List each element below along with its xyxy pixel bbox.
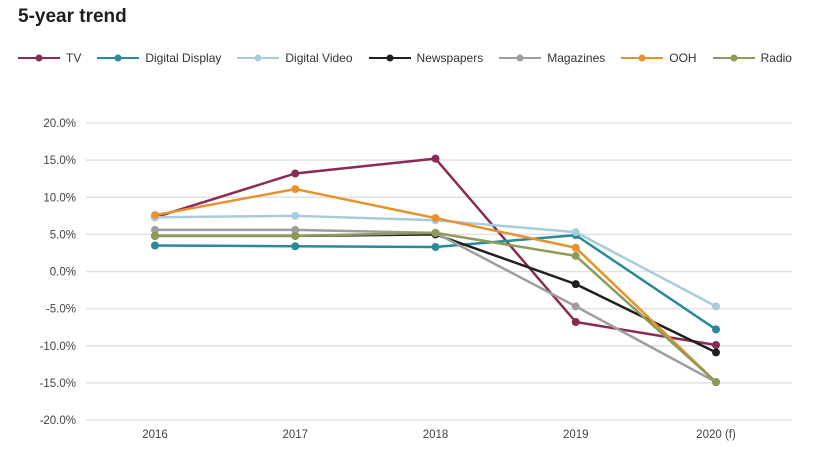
data-point-magazines: [291, 225, 300, 234]
y-tick-label: 5.0%: [50, 229, 76, 241]
legend-label: Digital Video: [285, 51, 353, 65]
data-point-tv: [431, 154, 440, 163]
data-point-tv: [571, 317, 580, 326]
data-point-magazines: [571, 302, 580, 311]
data-point-ooh: [291, 185, 300, 194]
data-point-newspapers: [571, 280, 580, 289]
legend: TV Digital Display Digital Video Newspapers…: [18, 51, 792, 65]
data-point-tv: [712, 341, 720, 350]
legend-swatch: [499, 57, 542, 59]
legend-swatch: [712, 57, 755, 59]
series-line-newspapers: [155, 233, 717, 354]
data-point-radio: [571, 251, 580, 260]
data-point-radio: [431, 228, 440, 237]
legend-item-digital-display: Digital Display: [97, 51, 221, 65]
legend-label: TV: [66, 51, 82, 65]
data-point-magazines: [151, 225, 159, 234]
data-point-radio: [151, 231, 159, 240]
y-tick-label: 15.0%: [43, 155, 76, 167]
legend-label: Magazines: [547, 51, 606, 65]
legend-label: Radio: [760, 51, 792, 65]
legend-swatch: [237, 57, 280, 59]
data-point-digital-display: [431, 242, 440, 251]
y-tick-label: -5.0%: [46, 304, 76, 316]
legend-item-digital-video: Digital Video: [237, 51, 353, 65]
x-tick-label: 2017: [282, 429, 308, 441]
y-tick-label: -15.0%: [40, 378, 76, 390]
data-point-ooh: [431, 214, 440, 223]
legend-item-newspapers: Newspapers: [368, 51, 484, 65]
data-point-digital-display: [712, 325, 720, 334]
y-tick-label: -10.0%: [40, 341, 76, 353]
chart-title: 5-year trend: [18, 6, 127, 27]
x-tick-label: 2016: [142, 429, 168, 441]
legend-swatch: [18, 57, 60, 59]
data-point-digital-video: [712, 302, 720, 311]
x-tick-label: 2020 (f): [696, 429, 736, 441]
legend-item-tv: TV: [18, 51, 81, 65]
x-tick-label: 2019: [563, 429, 589, 441]
legend-swatch: [97, 57, 140, 59]
data-point-digital-display: [151, 241, 159, 250]
data-point-digital-display: [291, 242, 300, 251]
data-point-tv: [291, 169, 300, 178]
y-tick-label: 10.0%: [43, 192, 76, 204]
legend-swatch: [621, 57, 664, 59]
series-line-radio: [155, 231, 717, 384]
x-tick-label: 2018: [423, 429, 449, 441]
data-point-digital-video: [291, 211, 300, 220]
legend-item-radio: Radio: [712, 51, 792, 65]
data-point-ooh: [151, 211, 159, 220]
y-tick-label: 20.0%: [43, 118, 76, 130]
y-tick-label: -20.0%: [40, 415, 76, 427]
data-point-radio: [712, 378, 720, 387]
legend-item-magazines: Magazines: [499, 51, 605, 65]
legend-label: Digital Display: [145, 51, 222, 65]
y-tick-label: 0.0%: [50, 267, 76, 279]
legend-swatch: [368, 57, 411, 59]
legend-item-ooh: OOH: [621, 51, 697, 65]
data-point-radio: [291, 231, 300, 240]
data-point-newspapers: [712, 348, 720, 357]
series-line-tv: [154, 157, 717, 347]
data-point-ooh: [571, 243, 580, 252]
legend-label: Newspapers: [416, 51, 484, 65]
legend-label: OOH: [669, 51, 697, 65]
data-point-digital-video: [571, 228, 580, 237]
